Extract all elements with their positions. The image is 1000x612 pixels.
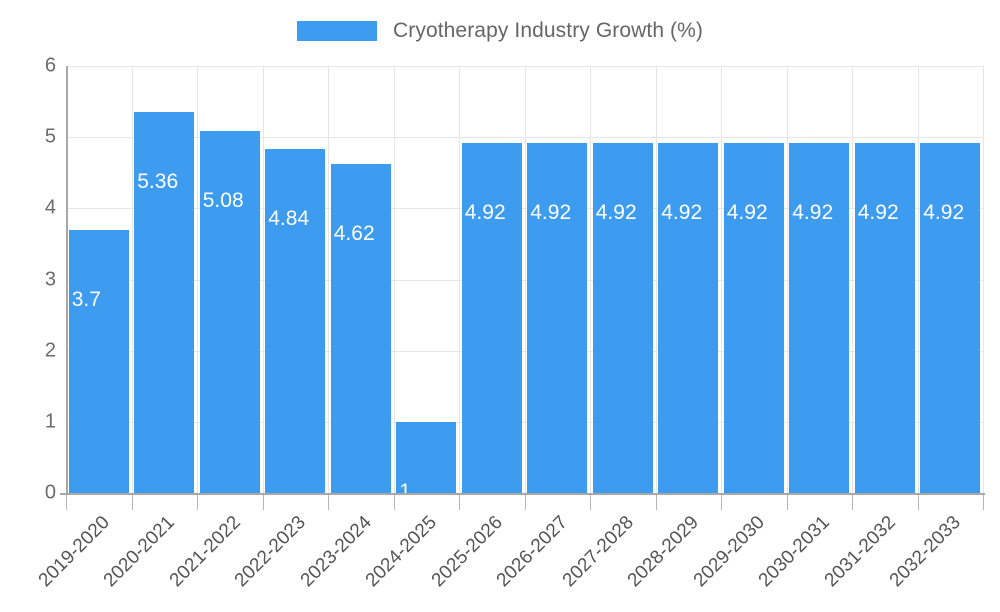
y-gridline [66,208,983,210]
x-axis-line [60,493,985,495]
x-axis-tick-mark [983,495,984,510]
bar[interactable] [658,142,719,493]
bar[interactable] [199,131,260,493]
bar[interactable] [461,142,522,493]
y-axis-tick-label: 4 [44,196,56,219]
plot-right-border [983,66,984,493]
legend-color-swatch[interactable] [296,21,377,41]
x-axis-tick-mark [263,495,264,510]
x-axis-tick-mark [852,495,853,510]
x-gridline [132,66,133,493]
y-gridline [66,279,983,281]
x-gridline [656,66,657,493]
x-gridline [394,66,395,493]
y-axis-line [66,66,68,494]
x-gridline [197,66,198,493]
bar[interactable] [920,142,981,493]
x-axis-tick-mark [66,495,67,510]
bar[interactable] [68,229,129,493]
x-gridline [328,66,329,493]
y-axis-tick-label: 2 [44,339,56,362]
x-axis-tick-mark [918,495,919,510]
x-axis-tick-mark [590,495,591,510]
x-axis-tick-mark [328,495,329,510]
y-axis-tick-label: 1 [44,410,56,433]
x-gridline [263,66,264,493]
bar[interactable] [789,142,850,493]
x-axis-tick-mark [525,495,526,510]
y-gridline [66,137,983,139]
bar[interactable] [592,142,653,493]
y-axis-tick-labels: 0 1 2 3 4 5 6 [0,0,56,600]
chart-legend: Cryotherapy Industry Growth (%) [0,14,1000,48]
x-gridline [459,66,460,493]
x-gridline [787,66,788,493]
x-axis-tick-mark [656,495,657,510]
y-axis-tick-label: 0 [44,481,56,504]
x-gridline [918,66,919,493]
bar[interactable] [723,142,784,493]
y-axis-tick-label: 6 [44,54,56,77]
x-axis-tick-mark [787,495,788,510]
x-gridline [590,66,591,493]
y-gridline [66,421,983,423]
legend-label[interactable]: Cryotherapy Industry Growth (%) [392,19,704,42]
x-axis-tick-mark [721,495,722,510]
y-gridline [66,350,983,352]
y-axis-tick-label: 3 [44,268,56,290]
x-axis-tick-mark [132,495,133,510]
y-gridline [66,66,983,67]
bar[interactable] [396,421,457,493]
x-axis-tick-mark [459,495,460,510]
x-axis-tick-mark [394,495,395,510]
bar[interactable] [854,142,915,493]
bar[interactable] [134,111,195,493]
bar[interactable] [527,142,588,493]
x-gridline [525,66,526,493]
bar[interactable] [265,148,326,493]
x-gridline [721,66,722,493]
bar[interactable] [330,164,391,493]
y-axis-tick-label: 5 [44,125,56,148]
x-gridline [852,66,853,493]
plot-area: 3.7 5.36 5.08 4.84 4.62 1 4.92 4.92 4.92 4.92 4.92… [66,66,984,503]
x-axis-tick-mark [197,495,198,510]
